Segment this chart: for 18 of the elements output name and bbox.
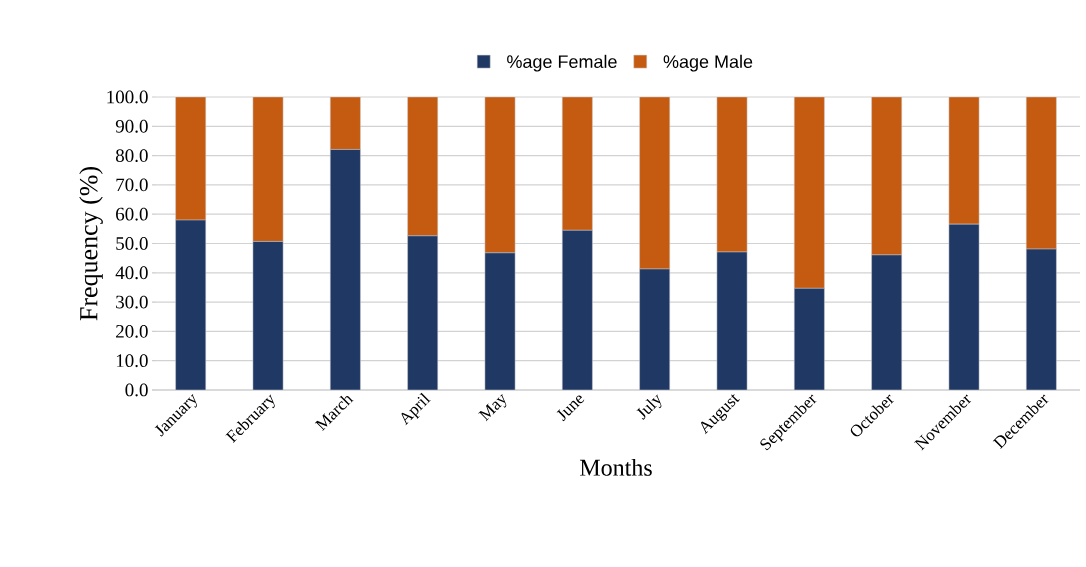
y-tick-label: 10.0	[116, 354, 148, 368]
y-tick-label: 40.0	[115, 266, 148, 280]
y-tick-label: 30.0	[116, 295, 148, 309]
x-tick-label: July	[636, 394, 662, 420]
x-tick-label: June	[556, 395, 585, 422]
y-tick-label: 70.0	[116, 178, 148, 192]
y-tick-label: 0.0	[125, 383, 148, 397]
y-axis-title: Frequency (%)	[79, 167, 103, 321]
legend-label: %age Male	[663, 54, 753, 72]
y-tick-label: 80.0	[115, 149, 148, 163]
y-tick-label: 90.0	[115, 119, 148, 133]
x-axis-title: Months	[580, 458, 652, 476]
legend-label: %age Female	[507, 54, 617, 72]
y-tick-label: 50.0	[116, 237, 148, 250]
x-tick-label: May	[478, 394, 507, 422]
y-tick-label: 100.0	[107, 90, 148, 104]
y-tick-label: 20.0	[116, 324, 148, 338]
y-tick-label: 60.0	[116, 207, 148, 221]
